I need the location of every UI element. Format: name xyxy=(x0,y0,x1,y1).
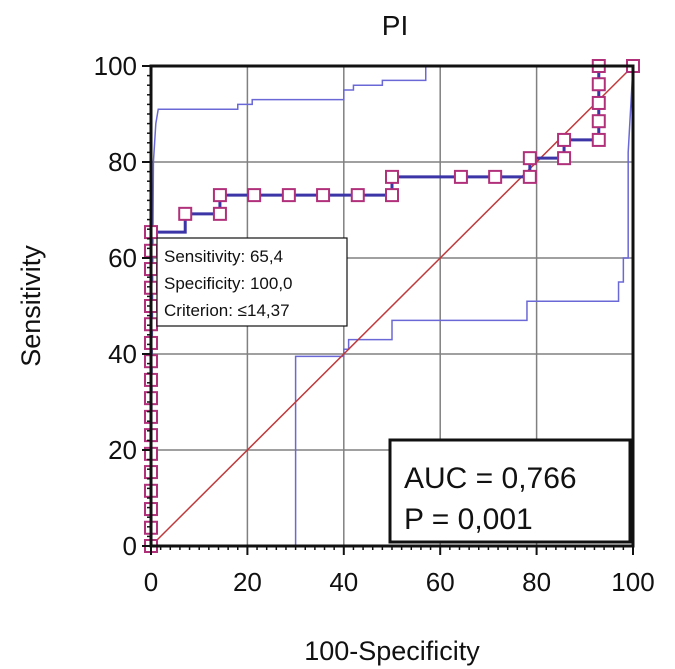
roc-marker xyxy=(591,95,606,110)
x-tick-label: 0 xyxy=(144,567,158,597)
x-tick-label: 40 xyxy=(329,567,358,597)
y-tick-label: 20 xyxy=(108,435,137,465)
axis-ticks: 0 20 40 60 80 100 0 20 40 60 80 100 xyxy=(94,51,655,597)
x-tick-label: 60 xyxy=(426,567,455,597)
roc-marker xyxy=(247,188,262,203)
roc-marker xyxy=(178,206,193,221)
roc-marker xyxy=(316,188,331,203)
criterion-value: Criterion: ≤14,37 xyxy=(164,301,290,320)
roc-marker xyxy=(591,114,606,129)
confidence-bounds xyxy=(150,65,634,547)
y-tick-label: 80 xyxy=(108,147,137,177)
roc-marker xyxy=(453,169,468,184)
y-tick-label: 0 xyxy=(123,531,137,561)
roc-marker xyxy=(488,169,503,184)
x-tick-label: 80 xyxy=(522,567,551,597)
y-tick-label: 40 xyxy=(108,339,137,369)
auc-value: AUC = 0,766 xyxy=(404,462,577,495)
criterion-box-frame xyxy=(156,237,348,327)
stats-box-frame xyxy=(388,438,632,544)
p-value: P = 0,001 xyxy=(404,503,533,536)
roc-marker xyxy=(522,151,537,166)
reference-diagonal-line xyxy=(150,65,634,547)
x-axis-label: 100-Specificity xyxy=(304,636,480,666)
roc-marker xyxy=(557,132,572,147)
y-axis-label: Sensitivity xyxy=(16,245,46,367)
y-tick-label: 60 xyxy=(108,243,137,273)
roc-marker xyxy=(385,188,399,203)
criterion-specificity: Specificity: 100,0 xyxy=(164,274,293,293)
roc-marker xyxy=(281,188,296,203)
roc-marker xyxy=(212,206,227,221)
roc-marker xyxy=(591,77,606,92)
roc-marker xyxy=(385,169,399,184)
roc-marker xyxy=(557,151,572,166)
criterion-box: Sensitivity: 65,4 Specificity: 100,0 Cri… xyxy=(156,237,348,327)
roc-marker xyxy=(212,188,227,203)
chart-title: PI xyxy=(382,10,408,41)
upper-confidence-line xyxy=(150,65,484,547)
criterion-sensitivity: Sensitivity: 65,4 xyxy=(164,247,283,266)
stats-box: AUC = 0,766 P = 0,001 xyxy=(388,438,632,544)
roc-marker xyxy=(591,132,606,147)
roc-marker xyxy=(350,188,365,203)
y-tick-label: 100 xyxy=(94,51,137,81)
x-tick-label: 20 xyxy=(233,567,262,597)
roc-marker xyxy=(522,169,537,184)
lower-confidence-line xyxy=(151,65,634,547)
x-tick-label: 100 xyxy=(611,567,654,597)
